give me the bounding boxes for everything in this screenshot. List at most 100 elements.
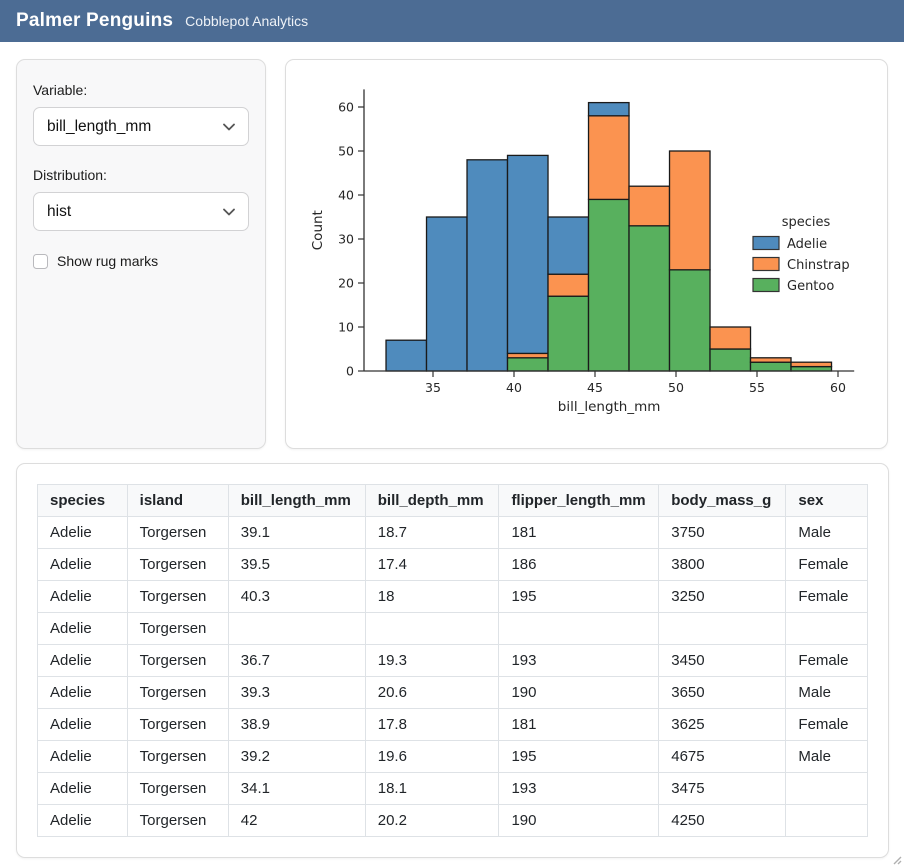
svg-text:35: 35 (425, 380, 441, 395)
table-cell: Adelie (37, 644, 128, 677)
table-cell: Adelie (37, 772, 128, 805)
table-cell: Torgersen (126, 612, 229, 645)
table-cell: 3800 (658, 548, 787, 581)
table-cell: Torgersen (126, 580, 229, 613)
table-cell: 39.2 (227, 740, 366, 773)
table-row: Adelie Torgersen 38.9 17.8 181 3625 Female (37, 708, 868, 741)
table-cell: Torgersen (126, 548, 229, 581)
table-cell: 195 (498, 740, 660, 773)
table-cell: 186 (498, 548, 660, 581)
table-cell: 20.6 (364, 676, 500, 709)
table-cell: 17.8 (364, 708, 500, 741)
table-cell: Female (785, 548, 868, 581)
table-cell: 190 (498, 676, 660, 709)
table-cell: 195 (498, 580, 660, 613)
svg-text:45: 45 (587, 380, 603, 395)
distribution-select[interactable]: hist (33, 192, 249, 231)
table-cell: Male (785, 740, 868, 773)
table-cell: 193 (498, 772, 660, 805)
table-cell: Torgersen (126, 740, 229, 773)
table-cell: 18.1 (364, 772, 500, 805)
table-cell: 39.1 (227, 516, 366, 549)
svg-text:60: 60 (830, 380, 846, 395)
table-cell: Female (785, 708, 868, 741)
svg-text:20: 20 (338, 276, 354, 291)
variable-label: Variable: (33, 82, 88, 98)
table-cell: Torgersen (126, 772, 229, 805)
table-cell: Adelie (37, 676, 128, 709)
table-row: Adelie Torgersen (37, 612, 868, 645)
table-cell: Torgersen (126, 516, 229, 549)
table-cell: 39.3 (227, 676, 366, 709)
table-cell (658, 612, 787, 645)
table-cell: 193 (498, 644, 660, 677)
svg-text:55: 55 (749, 380, 765, 395)
table-cell: Torgersen (126, 804, 229, 837)
column-header: body_mass_g (658, 484, 787, 517)
column-header: sex (785, 484, 868, 517)
svg-text:30: 30 (338, 232, 354, 247)
table-cell: 34.1 (227, 772, 366, 805)
svg-text:Chinstrap: Chinstrap (787, 258, 850, 273)
chevron-down-icon (223, 123, 235, 130)
table-cell: 3250 (658, 580, 787, 613)
table-row: Adelie Torgersen 36.7 19.3 193 3450 Female (37, 644, 868, 677)
table-cell: Adelie (37, 804, 128, 837)
table-cell: 38.9 (227, 708, 366, 741)
svg-text:Adelie: Adelie (787, 237, 827, 252)
column-header: species (37, 484, 128, 517)
svg-text:50: 50 (338, 144, 354, 159)
table-row: Adelie Torgersen 34.1 18.1 193 3475 (37, 772, 868, 805)
chevron-down-icon (223, 208, 235, 215)
show-rug-label: Show rug marks (57, 253, 159, 269)
table-cell: 42 (227, 804, 366, 837)
svg-text:40: 40 (338, 188, 354, 203)
table-cell: Adelie (37, 516, 128, 549)
svg-text:40: 40 (506, 380, 522, 395)
table-cell: Adelie (37, 740, 128, 773)
distribution-label: Distribution: (33, 167, 107, 183)
show-rug-checkbox[interactable] (33, 253, 48, 269)
controls-sidebar: Variable: bill_length_mm Distribution: h… (16, 59, 266, 449)
table-cell: 40.3 (227, 580, 366, 613)
table-cell: Adelie (37, 612, 128, 645)
table-cell (785, 612, 868, 645)
table-cell: 39.5 (227, 548, 366, 581)
main-content: Variable: bill_length_mm Distribution: h… (0, 42, 904, 858)
svg-text:0: 0 (346, 364, 354, 379)
chart-card: 0 10 20 30 40 50 60 35 40 45 50 55 60 bill_length_mm C… (285, 59, 888, 449)
table-row: Adelie Torgersen 39.3 20.6 190 3650 Male (37, 676, 868, 709)
table-cell: 18 (364, 580, 500, 613)
table-cell: Male (785, 676, 868, 709)
table-cell: Female (785, 580, 868, 613)
table-cell: 3650 (658, 676, 787, 709)
table-cell: 190 (498, 804, 660, 837)
table-row: Adelie Torgersen 39.5 17.4 186 3800 Female (37, 548, 868, 581)
column-header: flipper_length_mm (498, 484, 660, 517)
table-cell: Torgersen (126, 708, 229, 741)
variable-select-value: bill_length_mm (47, 117, 152, 135)
table-cell: 3475 (658, 772, 787, 805)
table-cell (785, 772, 868, 805)
resize-grip-icon[interactable] (890, 853, 902, 865)
penguins-table: species island bill_length_mm bill_depth_mm… (37, 484, 868, 837)
table-cell: 4675 (658, 740, 787, 773)
table-row: Adelie Torgersen 40.3 18 195 3250 Female (37, 580, 868, 613)
table-cell: Torgersen (126, 644, 229, 677)
table-cell: 20.2 (364, 804, 500, 837)
histogram-chart: 0 10 20 30 40 50 60 35 40 45 50 55 60 bill_length_mm C… (310, 89, 855, 415)
app-header: Palmer Penguins Cobblepot Analytics (0, 0, 904, 42)
table-cell: Adelie (37, 708, 128, 741)
column-header: bill_depth_mm (364, 484, 500, 517)
column-header: island (126, 484, 229, 517)
variable-select[interactable]: bill_length_mm (33, 107, 249, 146)
svg-text:Gentoo: Gentoo (787, 279, 834, 294)
table-cell: 3750 (658, 516, 787, 549)
table-cell: 181 (498, 516, 660, 549)
table-cell: 4250 (658, 804, 787, 837)
table-cell: Male (785, 516, 868, 549)
table-cell: 17.4 (364, 548, 500, 581)
table-row: Adelie Torgersen 39.1 18.7 181 3750 Male (37, 516, 868, 549)
table-cell: 3625 (658, 708, 787, 741)
